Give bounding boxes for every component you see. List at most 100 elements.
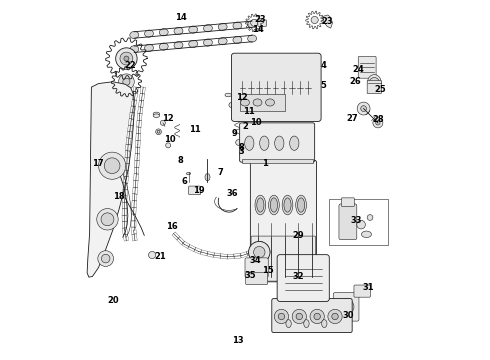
Ellipse shape — [286, 320, 291, 328]
Text: 34: 34 — [250, 256, 262, 265]
Text: 30: 30 — [342, 311, 354, 320]
Text: 27: 27 — [346, 114, 358, 123]
Text: 23: 23 — [321, 17, 333, 26]
Text: 3: 3 — [239, 147, 245, 156]
Circle shape — [120, 52, 133, 65]
Text: 9: 9 — [231, 129, 237, 138]
Circle shape — [157, 130, 160, 133]
Ellipse shape — [304, 320, 309, 328]
Ellipse shape — [241, 99, 249, 106]
Ellipse shape — [218, 38, 227, 45]
Text: 35: 35 — [245, 271, 256, 280]
Ellipse shape — [153, 112, 160, 116]
Ellipse shape — [297, 198, 305, 212]
Ellipse shape — [153, 114, 160, 117]
Polygon shape — [87, 82, 134, 277]
FancyBboxPatch shape — [245, 273, 268, 285]
Circle shape — [266, 264, 278, 276]
Circle shape — [101, 254, 110, 263]
Circle shape — [156, 129, 161, 135]
Ellipse shape — [218, 23, 227, 31]
Text: 2: 2 — [242, 122, 248, 131]
Circle shape — [343, 303, 350, 310]
Ellipse shape — [282, 195, 293, 215]
Ellipse shape — [225, 93, 231, 97]
Ellipse shape — [233, 36, 242, 44]
Text: 23: 23 — [254, 15, 266, 24]
Circle shape — [229, 103, 234, 108]
Circle shape — [328, 309, 342, 324]
Ellipse shape — [145, 44, 153, 51]
Ellipse shape — [269, 195, 279, 215]
Text: 24: 24 — [353, 65, 365, 74]
Circle shape — [332, 313, 338, 320]
Circle shape — [253, 247, 265, 258]
Ellipse shape — [189, 26, 197, 33]
Circle shape — [373, 118, 383, 128]
Ellipse shape — [159, 29, 168, 36]
Circle shape — [296, 313, 302, 320]
Circle shape — [310, 309, 324, 324]
Circle shape — [233, 113, 239, 119]
Ellipse shape — [203, 39, 212, 46]
Text: 21: 21 — [154, 252, 166, 261]
FancyBboxPatch shape — [358, 57, 376, 78]
Circle shape — [101, 213, 114, 226]
Ellipse shape — [186, 172, 191, 175]
Text: 13: 13 — [232, 336, 244, 345]
Text: 14: 14 — [175, 13, 187, 22]
Ellipse shape — [112, 158, 120, 164]
FancyBboxPatch shape — [277, 255, 329, 301]
Ellipse shape — [284, 198, 291, 212]
FancyBboxPatch shape — [333, 293, 359, 321]
Circle shape — [278, 313, 285, 320]
Ellipse shape — [362, 231, 371, 238]
Text: 26: 26 — [349, 77, 361, 86]
FancyBboxPatch shape — [272, 298, 352, 333]
Circle shape — [311, 17, 318, 23]
Text: 32: 32 — [292, 272, 304, 281]
Text: 8: 8 — [239, 143, 245, 152]
Text: 33: 33 — [351, 216, 362, 225]
FancyBboxPatch shape — [292, 230, 302, 239]
Text: 31: 31 — [363, 283, 374, 292]
Polygon shape — [323, 15, 333, 28]
Ellipse shape — [290, 136, 299, 150]
Circle shape — [116, 48, 137, 69]
Text: 11: 11 — [189, 126, 201, 135]
Ellipse shape — [159, 43, 168, 50]
Text: 19: 19 — [193, 186, 204, 195]
Text: 20: 20 — [107, 296, 119, 305]
Text: 6: 6 — [181, 177, 187, 186]
Ellipse shape — [255, 195, 266, 215]
Text: 22: 22 — [124, 61, 136, 70]
Text: 8: 8 — [178, 156, 184, 165]
FancyBboxPatch shape — [258, 20, 267, 26]
Ellipse shape — [369, 77, 380, 90]
Circle shape — [251, 19, 258, 26]
Circle shape — [166, 143, 171, 148]
FancyBboxPatch shape — [367, 81, 381, 94]
FancyBboxPatch shape — [250, 160, 317, 282]
Circle shape — [98, 251, 114, 266]
FancyBboxPatch shape — [251, 236, 316, 281]
Text: 7: 7 — [217, 168, 223, 177]
FancyBboxPatch shape — [231, 53, 321, 121]
Text: 28: 28 — [372, 116, 384, 125]
Circle shape — [97, 208, 118, 230]
Circle shape — [160, 120, 165, 125]
Ellipse shape — [270, 198, 277, 212]
Text: 10: 10 — [164, 135, 176, 144]
FancyBboxPatch shape — [245, 258, 268, 278]
Text: 25: 25 — [375, 85, 387, 94]
Ellipse shape — [266, 99, 274, 106]
FancyBboxPatch shape — [240, 123, 315, 162]
Ellipse shape — [260, 136, 269, 150]
Ellipse shape — [174, 27, 183, 35]
Circle shape — [123, 78, 130, 85]
Circle shape — [376, 121, 380, 125]
Text: 5: 5 — [320, 81, 326, 90]
Ellipse shape — [247, 21, 257, 28]
Text: 12: 12 — [236, 93, 247, 102]
Circle shape — [367, 215, 373, 220]
